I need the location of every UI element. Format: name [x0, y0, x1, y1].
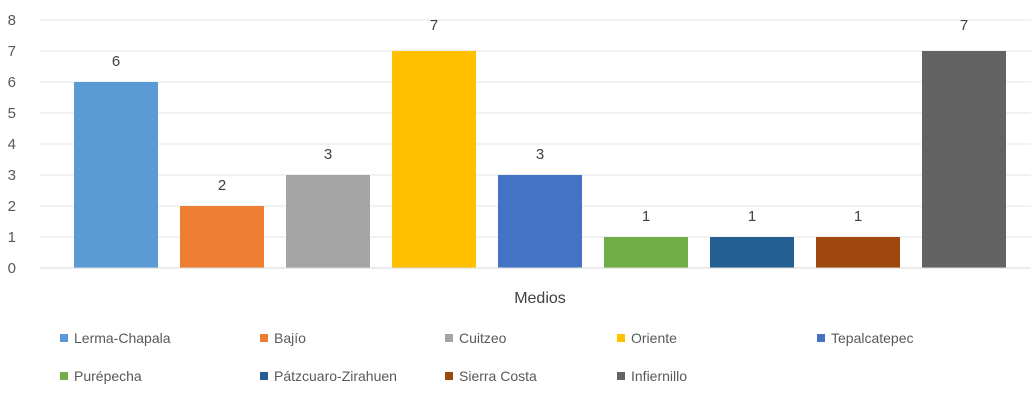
y-axis-ticks: 0 1 2 3 4 5 6 7 8	[8, 12, 16, 277]
y-tick-label: 1	[8, 229, 16, 246]
x-axis-title: Medios	[514, 290, 566, 307]
data-label: 3	[324, 146, 332, 163]
data-label: 7	[960, 17, 968, 34]
legend-item: Oriente	[617, 330, 677, 346]
data-label: 1	[748, 208, 756, 225]
legend-label: Oriente	[631, 330, 677, 346]
legend-item: Bajío	[260, 330, 306, 346]
legend-item: Cuitzeo	[445, 330, 506, 346]
legend-swatch	[260, 372, 268, 380]
data-label: 2	[218, 177, 226, 194]
legend-label: Purépecha	[74, 368, 142, 384]
y-tick-label: 6	[8, 74, 16, 91]
bar-6	[604, 237, 688, 268]
y-tick-label: 0	[8, 260, 16, 277]
data-labels: 6 2 3 7 3 1 1 1 7	[112, 17, 968, 225]
legend: Lerma-Chapala Bajío Cuitzeo Oriente Tepalcat…	[60, 330, 1020, 406]
y-tick-label: 2	[8, 198, 16, 215]
legend-label: Cuitzeo	[459, 330, 507, 346]
legend-label: Infiernillo	[631, 368, 688, 384]
legend-label: Pátzcuaro-Zirahuen	[274, 368, 397, 384]
legend-item: Tepalcatepec	[817, 330, 914, 346]
y-tick-label: 8	[8, 12, 16, 29]
legend-item: Purépecha	[60, 368, 142, 384]
legend-swatch	[817, 334, 825, 342]
legend-label: Lerma-Chapala	[74, 330, 171, 346]
bar-4	[392, 51, 476, 268]
y-tick-label: 5	[8, 105, 16, 122]
legend-swatch	[617, 334, 625, 342]
bars	[74, 51, 1006, 268]
data-label: 7	[430, 17, 438, 34]
bar-chart: 0 1 2 3 4 5 6 7 8 6 2 3 7 3 1 1 1 7 Medios	[8, 12, 1031, 307]
bar-2	[180, 206, 264, 268]
y-tick-label: 4	[8, 136, 16, 153]
legend-swatch	[445, 334, 453, 342]
legend-row-2: Purépecha Pátzcuaro-Zirahuen Sierra Costa I…	[60, 368, 1020, 406]
bar-3	[286, 175, 370, 268]
legend-swatch	[260, 334, 268, 342]
legend-label: Sierra Costa	[459, 368, 537, 384]
legend-label: Tepalcatepec	[831, 330, 914, 346]
legend-swatch	[617, 372, 625, 380]
bar-8	[816, 237, 900, 268]
data-label: 6	[112, 53, 120, 70]
legend-swatch	[60, 334, 68, 342]
legend-item: Sierra Costa	[445, 368, 537, 384]
y-tick-label: 7	[8, 43, 16, 60]
bar-7	[710, 237, 794, 268]
bar-5	[498, 175, 582, 268]
data-label: 1	[642, 208, 650, 225]
legend-swatch	[60, 372, 68, 380]
legend-item: Infiernillo	[617, 368, 687, 384]
legend-item: Lerma-Chapala	[60, 330, 171, 346]
data-label: 3	[536, 146, 544, 163]
legend-label: Bajío	[274, 330, 306, 346]
y-tick-label: 3	[8, 167, 16, 184]
legend-row-1: Lerma-Chapala Bajío Cuitzeo Oriente Tepalcat…	[60, 330, 1020, 368]
data-label: 1	[854, 208, 862, 225]
legend-item: Pátzcuaro-Zirahuen	[260, 368, 397, 384]
bar-1	[74, 82, 158, 268]
bar-9	[922, 51, 1006, 268]
legend-swatch	[445, 372, 453, 380]
